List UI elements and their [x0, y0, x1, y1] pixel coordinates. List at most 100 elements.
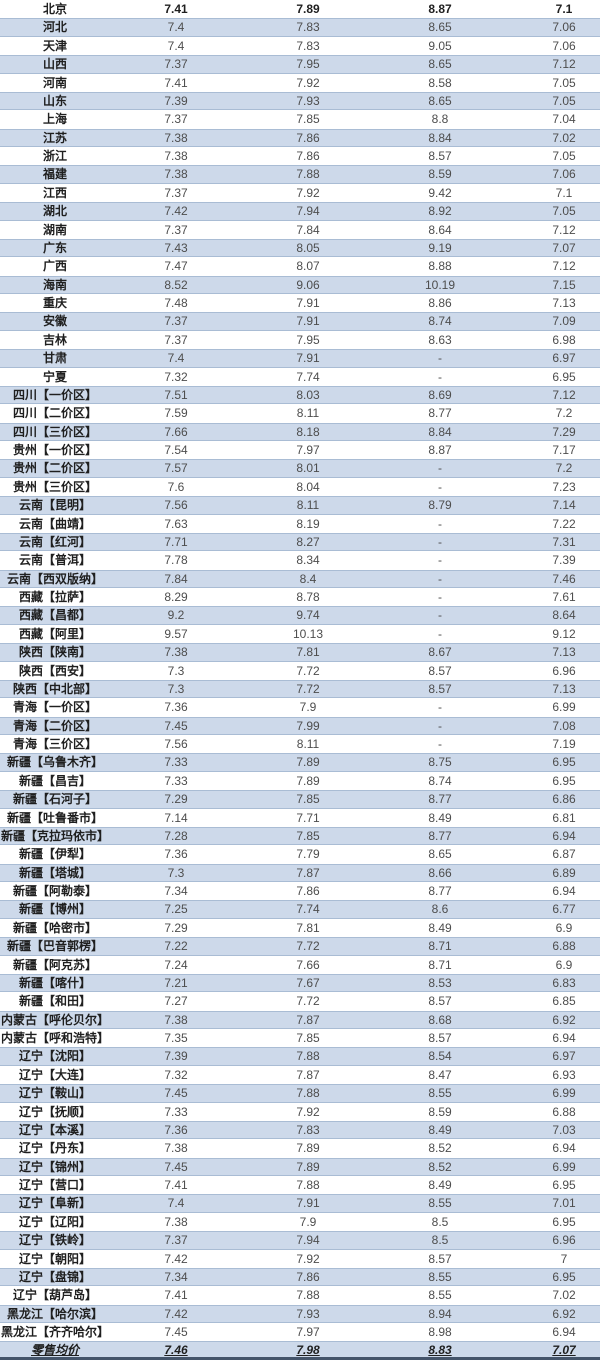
price-cell: 6.96: [552, 663, 576, 678]
price-cell: 7.94: [242, 202, 374, 221]
price-cell: 8.87: [428, 2, 452, 16]
price-cell: 8.84: [374, 422, 506, 441]
price-cell: 7.06: [506, 18, 600, 37]
table-row: 新疆【和田】 7.27 7.72 8.57 6.85: [0, 992, 600, 1010]
price-cell: 7.37: [110, 312, 242, 331]
table-row: 新疆【阿勒泰】 7.34 7.86 8.77 6.94: [0, 882, 600, 900]
price-cell: 7.12: [506, 55, 600, 74]
table-row: 云南【昆明】 7.56 8.11 8.79 7.14: [0, 496, 600, 515]
price-cell: 7.41: [164, 75, 188, 90]
price-cell: 8.57: [428, 994, 452, 1009]
table-row: 河北 7.4 7.83 8.65 7.06: [0, 18, 600, 37]
price-cell: 7.48: [164, 296, 188, 310]
price-cell: 6.99: [506, 1157, 600, 1176]
price-cell: 8.8: [431, 112, 449, 127]
average-price-cell: 7.07: [506, 1341, 600, 1360]
price-cell: -: [438, 516, 442, 531]
price-cell: 8.19: [296, 516, 320, 531]
table-row: 新疆【克拉玛依市】 7.28 7.85 8.77 6.94: [0, 826, 600, 846]
price-cell: 7.38: [164, 149, 188, 163]
table-row: 浙江 7.38 7.86 8.57 7.05: [0, 147, 600, 165]
table-row: 辽宁【辽阳】 7.38 7.9 8.5 6.95: [0, 1213, 600, 1231]
price-cell: 6.98: [552, 332, 576, 347]
price-cell: 7.42: [110, 1304, 242, 1323]
region-cell: 辽宁【阜新】: [0, 1194, 110, 1213]
price-cell: 8.64: [506, 606, 600, 625]
price-cell: 8.57: [428, 1251, 452, 1266]
price-cell: 7.67: [242, 973, 374, 993]
price-cell: 7.13: [552, 296, 576, 310]
price-cell: 7.39: [110, 1047, 242, 1066]
price-cell: 8.63: [428, 332, 452, 347]
price-cell: -: [374, 532, 506, 552]
region-cell: 广东: [0, 238, 110, 258]
table-row: 青海【一价区】 7.36 7.9 - 6.99: [0, 698, 600, 716]
price-cell: 7.36: [110, 1120, 242, 1140]
price-cell: 6.95: [552, 1214, 576, 1229]
table-row: 北京 7.41 7.89 8.87 7.1: [0, 0, 600, 18]
price-cell: 7.34: [164, 884, 188, 898]
region-cell: 西藏【昌都】: [0, 606, 110, 625]
table-row: 云南【曲靖】 7.63 8.19 - 7.22: [0, 515, 600, 533]
price-cell: 7.43: [110, 238, 242, 258]
price-cell: 8.71: [374, 937, 506, 956]
price-cell: 6.88: [506, 937, 600, 956]
price-cell: 7.05: [552, 149, 576, 163]
price-cell: 7.3: [110, 679, 242, 699]
table-row: 海南 8.52 9.06 10.19 7.15: [0, 275, 600, 294]
price-cell: 8.79: [374, 496, 506, 515]
price-cell: 7.79: [296, 847, 320, 862]
region-cell: 内蒙古【呼伦贝尔】: [0, 1010, 110, 1029]
table-row: 广西 7.47 8.07 8.88 7.12: [0, 257, 600, 275]
price-cell: 7.92: [296, 75, 320, 90]
price-cell: 7.33: [164, 773, 188, 788]
price-cell: 8.05: [242, 238, 374, 258]
table-row: 辽宁【抚顺】 7.33 7.92 8.59 6.88: [0, 1103, 600, 1121]
region-cell: 辽宁【葫芦岛】: [12, 1288, 97, 1303]
price-cell: 7.91: [242, 349, 374, 368]
price-cell: 6.9: [555, 957, 573, 972]
table-row: 黑龙江【哈尔滨】 7.42 7.93 8.94 6.92: [0, 1304, 600, 1323]
price-cell: -: [438, 369, 442, 384]
region-cell: 贵州【一价区】: [12, 443, 97, 457]
region-cell: 贵州【三价区】: [12, 479, 97, 494]
region-cell: 新疆【塔城】: [0, 863, 110, 882]
price-cell: 9.19: [374, 238, 506, 258]
price-cell: 8.74: [428, 773, 452, 788]
price-cell: 8.04: [296, 479, 320, 494]
price-cell: 7.1: [555, 2, 573, 16]
price-cell: 7.9: [299, 1214, 317, 1229]
price-cell: 7.87: [242, 863, 374, 882]
price-cell: 7.45: [110, 716, 242, 735]
price-cell: 7.41: [164, 2, 188, 16]
price-cell: 8.52: [110, 275, 242, 294]
price-cell: 8.75: [374, 753, 506, 772]
region-cell: 陕西【陕南】: [0, 643, 110, 662]
table-row: 辽宁【阜新】 7.4 7.91 8.55 7.01: [0, 1194, 600, 1213]
price-cell: 6.9: [555, 920, 573, 935]
table-row: 陕西【陕南】 7.38 7.81 8.67 7.13: [0, 643, 600, 662]
average-price-cell: 8.83: [374, 1341, 506, 1360]
table-row: 辽宁【朝阳】 7.42 7.92 8.57 7: [0, 1250, 600, 1268]
price-cell: 8.77: [428, 406, 452, 421]
price-cell: 7.45: [164, 1325, 188, 1339]
price-cell: 8.59: [428, 1104, 452, 1119]
table-row: 内蒙古【呼伦贝尔】 7.38 7.87 8.68 6.92: [0, 1010, 600, 1029]
table-row: 新疆【乌鲁木齐】 7.33 7.89 8.75 6.95: [0, 753, 600, 772]
region-cell: 新疆【石河子】: [0, 790, 110, 809]
region-cell: 北京: [42, 2, 67, 16]
region-cell: 浙江: [42, 149, 67, 163]
table-row: 天津 7.4 7.83 9.05 7.06: [0, 37, 600, 55]
price-cell: 7.29: [110, 790, 242, 809]
price-cell: 8.65: [428, 847, 452, 862]
price-cell: 7.71: [296, 810, 320, 825]
price-cell: 9.05: [428, 38, 452, 53]
price-cell: 8.77: [374, 790, 506, 809]
price-cell: 8.88: [428, 259, 452, 274]
region-cell: 福建: [0, 165, 110, 184]
price-cell: 7.45: [110, 1084, 242, 1103]
price-cell: 6.88: [552, 1104, 576, 1119]
price-cell: 7.85: [242, 790, 374, 809]
price-cell: 7.04: [552, 112, 576, 127]
price-cell: 8.55: [374, 1267, 506, 1287]
